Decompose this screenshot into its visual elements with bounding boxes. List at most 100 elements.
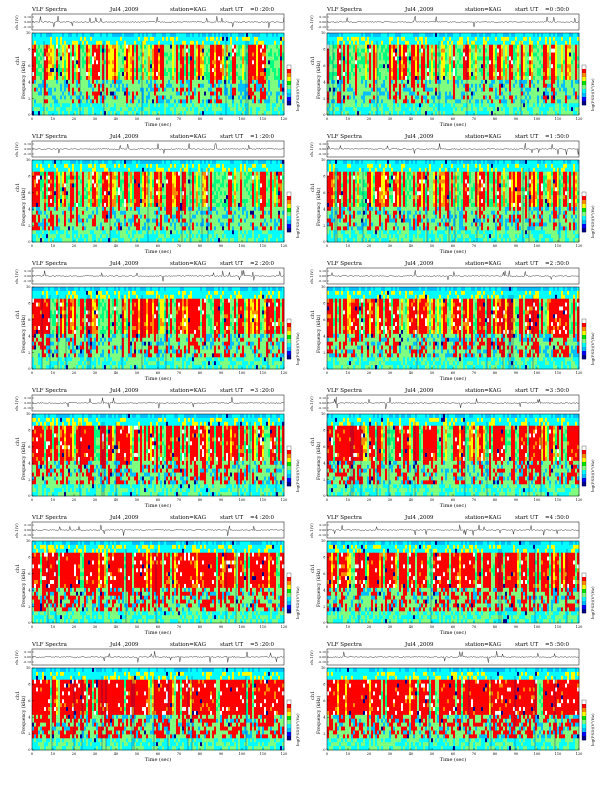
time-tick-label: 40 bbox=[114, 752, 118, 756]
frequency-axis-label: Frequency (kHz) bbox=[20, 695, 27, 734]
freq-tick-label: 6 bbox=[28, 572, 30, 576]
channel-label: ch1 bbox=[15, 310, 21, 319]
channel-label: ch1 bbox=[310, 310, 316, 319]
freq-tick-label: 8 bbox=[323, 429, 325, 433]
time-tick-label: 40 bbox=[114, 625, 118, 629]
panel-svg: VLF Spectra Jul4 ,2009 station=KAG start UT… bbox=[14, 388, 300, 509]
time-tick-label: 50 bbox=[135, 117, 139, 121]
voltage-axis-label: ch.1(V) bbox=[14, 650, 19, 665]
freq-tick-label: 6 bbox=[323, 64, 325, 68]
time-tick-label: 90 bbox=[514, 498, 518, 502]
spectrogram-panel: VLF Spectra Jul4 ,2009 station=KAG start UT… bbox=[305, 511, 595, 637]
time-tick-label: 120 bbox=[281, 117, 288, 121]
spectrogram-panel: VLF Spectra Jul4 ,2009 station=KAG start UT… bbox=[10, 257, 300, 383]
freq-tick-label: 0 bbox=[28, 621, 30, 625]
time-tick-label: 100 bbox=[534, 244, 541, 248]
time-axis-label: Time (sec) bbox=[440, 375, 466, 382]
time-tick-label: 10 bbox=[51, 371, 55, 375]
time-tick-label: 60 bbox=[156, 244, 160, 248]
time-tick-label: 30 bbox=[388, 244, 392, 248]
voltage-axis-label: ch.1(V) bbox=[309, 269, 314, 284]
colorbar bbox=[286, 445, 292, 487]
voltage-tick-label: 0.00 bbox=[319, 655, 326, 659]
time-tick-label: 20 bbox=[367, 117, 371, 121]
panel-station: station=KAG bbox=[170, 642, 206, 648]
time-tick-label: 50 bbox=[430, 244, 434, 248]
time-tick-label: 50 bbox=[135, 625, 139, 629]
freq-tick-label: 8 bbox=[323, 175, 325, 179]
voltage-tick-label: 0.10 bbox=[24, 142, 31, 146]
panel-station: station=KAG bbox=[465, 388, 501, 394]
panel-svg: VLF Spectra Jul4 ,2009 station=KAG start UT… bbox=[14, 261, 300, 382]
waveform-trace bbox=[326, 396, 580, 409]
panel-title: VLF Spectra bbox=[31, 388, 68, 394]
time-tick-label: 0 bbox=[31, 498, 33, 502]
spectrogram-panel: VLF Spectra Jul4 ,2009 station=KAG start UT… bbox=[10, 384, 300, 510]
spectrogram-panel: VLF Spectra Jul4 ,2009 station=KAG start UT… bbox=[10, 638, 300, 764]
panel-title: VLF Spectra bbox=[31, 261, 68, 267]
spectrogram-panel: VLF Spectra Jul4 ,2009 station=KAG start UT… bbox=[10, 511, 300, 637]
panel-svg: VLF Spectra Jul4 ,2009 station=KAG start UT… bbox=[14, 515, 300, 636]
freq-tick-label: 8 bbox=[323, 302, 325, 306]
voltage-tick-label: 0.00 bbox=[24, 528, 31, 532]
time-tick-label: 70 bbox=[472, 625, 476, 629]
time-tick-label: 40 bbox=[409, 498, 413, 502]
panel-date: Jul4 ,2009 bbox=[404, 134, 434, 140]
panel-start-label: start UT bbox=[515, 388, 539, 394]
time-tick-label: 110 bbox=[260, 625, 267, 629]
time-tick-label: 10 bbox=[346, 371, 350, 375]
time-tick-label: 20 bbox=[367, 244, 371, 248]
voltage-tick-label: -0.10 bbox=[318, 533, 326, 537]
frequency-axis-label: Frequency (kHz) bbox=[315, 60, 322, 99]
time-tick-label: 40 bbox=[409, 117, 413, 121]
freq-tick-label: 2 bbox=[28, 478, 30, 482]
time-tick-label: 110 bbox=[260, 244, 267, 248]
time-tick-label: 50 bbox=[430, 625, 434, 629]
time-tick-label: 0 bbox=[31, 117, 33, 121]
spectrogram-panel: VLF Spectra Jul4 ,2009 station=KAG start UT… bbox=[305, 3, 595, 129]
time-tick-label: 10 bbox=[51, 625, 55, 629]
time-tick-label: 40 bbox=[114, 371, 118, 375]
freq-tick-label: 8 bbox=[28, 302, 30, 306]
voltage-tick-label: 0.10 bbox=[319, 142, 326, 146]
time-tick-label: 40 bbox=[409, 244, 413, 248]
colorbar bbox=[581, 64, 587, 106]
panel-svg: VLF Spectra Jul4 ,2009 station=KAG start UT… bbox=[309, 134, 595, 255]
freq-tick-label: 6 bbox=[323, 318, 325, 322]
voltage-tick-label: 0.10 bbox=[319, 396, 326, 400]
panel-date: Jul4 ,2009 bbox=[109, 515, 139, 521]
time-tick-label: 80 bbox=[198, 117, 202, 121]
time-tick-label: 20 bbox=[367, 498, 371, 502]
time-tick-label: 10 bbox=[51, 498, 55, 502]
voltage-tick-label: 0.00 bbox=[24, 401, 31, 405]
time-tick-label: 120 bbox=[281, 625, 288, 629]
time-tick-label: 120 bbox=[576, 752, 583, 756]
time-tick-label: 20 bbox=[367, 625, 371, 629]
colorbar-label: log(PSD)(V²/Hz) bbox=[590, 459, 595, 492]
colorbar bbox=[286, 64, 292, 106]
time-tick-label: 0 bbox=[326, 625, 328, 629]
voltage-tick-label: -0.10 bbox=[318, 406, 326, 410]
colorbar bbox=[286, 572, 292, 614]
channel-label: ch1 bbox=[15, 56, 21, 65]
panel-title: VLF Spectra bbox=[326, 515, 363, 521]
panel-title: VLF Spectra bbox=[326, 134, 363, 140]
freq-tick-label: 0 bbox=[323, 367, 325, 371]
channel-label: ch1 bbox=[310, 691, 316, 700]
time-tick-label: 10 bbox=[51, 244, 55, 248]
time-axis-label: Time (sec) bbox=[440, 248, 466, 255]
freq-tick-label: 6 bbox=[323, 572, 325, 576]
time-tick-label: 50 bbox=[430, 498, 434, 502]
colorbar bbox=[581, 445, 587, 487]
waveform-frame bbox=[326, 140, 580, 158]
time-tick-label: 100 bbox=[534, 752, 541, 756]
voltage-tick-label: -0.10 bbox=[23, 25, 31, 29]
voltage-tick-label: -0.10 bbox=[23, 152, 31, 156]
freq-tick-label: 0 bbox=[323, 240, 325, 244]
spectrogram-heatmap bbox=[327, 668, 580, 751]
freq-tick-label: 8 bbox=[323, 556, 325, 560]
colorbar-label: log(PSD)(V²/Hz) bbox=[590, 78, 595, 111]
freq-tick-label: 4 bbox=[323, 207, 326, 211]
colorbar-label: log(PSD)(V²/Hz) bbox=[295, 332, 300, 365]
time-tick-label: 100 bbox=[534, 498, 541, 502]
